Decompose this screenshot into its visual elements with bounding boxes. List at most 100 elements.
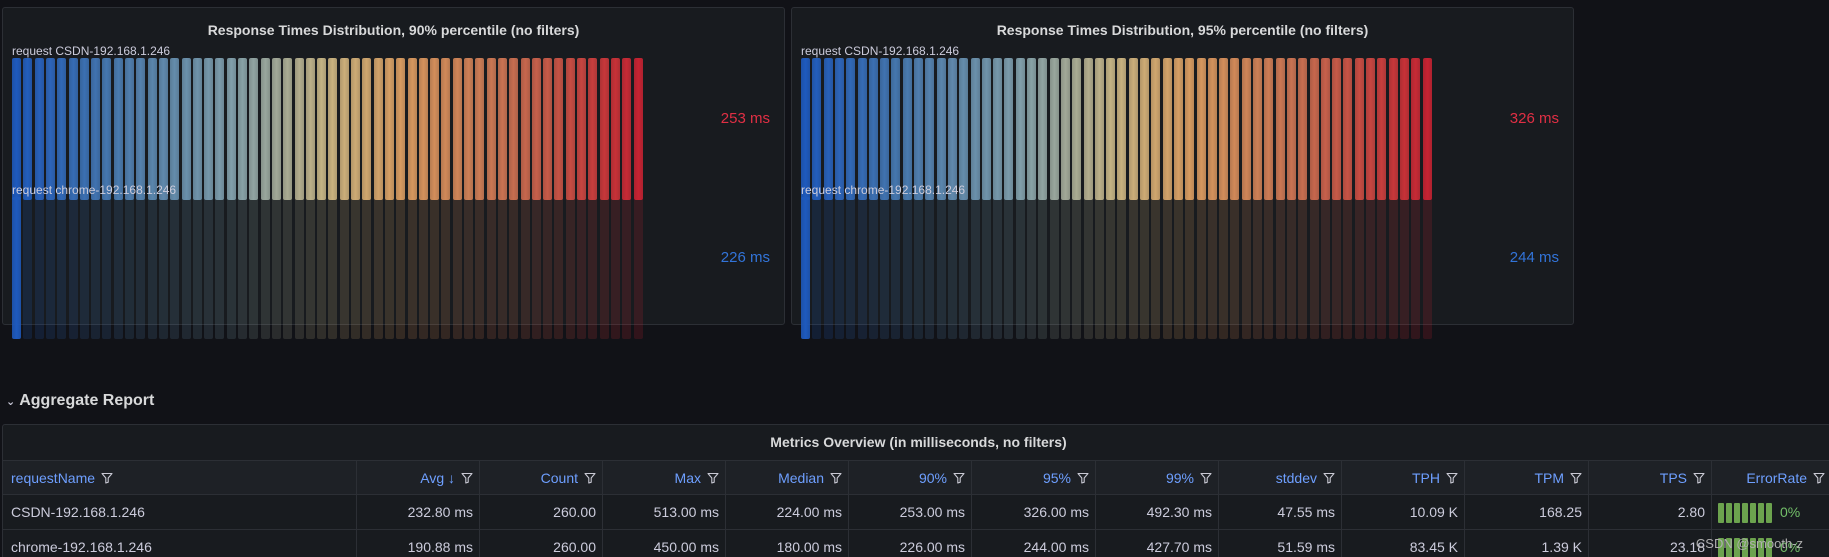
- gauge-cell: [1128, 58, 1138, 200]
- gauge-cell: [1196, 197, 1206, 339]
- row-toggle-aggregate-report[interactable]: ⌄ Aggregate Report: [6, 392, 154, 410]
- filter-icon[interactable]: [1564, 470, 1582, 486]
- gauge-cell: [238, 197, 247, 339]
- gauge-cell: [891, 58, 901, 200]
- column-header-tpm[interactable]: TPM: [1465, 461, 1589, 495]
- gauge-cell: [531, 197, 541, 339]
- gauge-cell: [260, 197, 270, 339]
- gauge-cell: [1060, 58, 1070, 200]
- gauge-cell: [45, 58, 55, 200]
- gauge-cell: [993, 58, 1003, 200]
- gauge-cell: [136, 58, 146, 200]
- column-header-count[interactable]: Count: [480, 461, 603, 495]
- gauge-cell: [362, 197, 372, 339]
- gauge-cell: [158, 197, 168, 339]
- filter-icon[interactable]: [1194, 470, 1212, 486]
- gauge-cell: [936, 58, 946, 200]
- gauge-cell: [1230, 197, 1240, 339]
- filter-icon[interactable]: [455, 470, 473, 486]
- gauge-cell: [959, 197, 969, 339]
- filter-icon[interactable]: [1687, 470, 1705, 486]
- table-cell: CSDN-192.168.1.246: [3, 495, 357, 529]
- gauge-cell: [464, 197, 473, 339]
- gauge-cell: [1332, 58, 1342, 200]
- gauge-cell: [351, 58, 360, 200]
- gauge-cell: [170, 197, 180, 339]
- gauge-cell: [1072, 197, 1082, 339]
- gauge-cell: [497, 58, 507, 200]
- gauge-cell: [1422, 197, 1432, 339]
- filter-icon[interactable]: [95, 470, 113, 486]
- gauge-cell: [834, 58, 844, 200]
- gauge-cell: [1083, 197, 1093, 339]
- gauge-cell: [1366, 197, 1375, 339]
- gauge-cell: [1060, 197, 1070, 339]
- filter-icon[interactable]: [701, 470, 719, 486]
- gauge-cell: [1286, 197, 1296, 339]
- column-header-errorrate[interactable]: ErrorRate: [1712, 461, 1829, 495]
- gauge-cell: [1264, 58, 1274, 200]
- gauge-cell: [1072, 58, 1082, 200]
- gauge-cell: [204, 58, 214, 200]
- gauge-cell: [947, 197, 957, 339]
- column-header-requestname[interactable]: requestName: [3, 461, 357, 495]
- gauge-cell: [509, 197, 519, 339]
- gauge-cell: [622, 58, 632, 200]
- filter-icon[interactable]: [947, 470, 965, 486]
- filter-icon[interactable]: [824, 470, 842, 486]
- column-header-label: TPH: [1412, 470, 1440, 486]
- filter-icon[interactable]: [1071, 470, 1089, 486]
- filter-icon[interactable]: [1440, 470, 1458, 486]
- gauge-cell: [880, 58, 890, 200]
- gauge-cell: [1366, 58, 1375, 200]
- column-header-max[interactable]: Max: [603, 461, 726, 495]
- metrics-table-panel: Metrics Overview (in milliseconds, no fi…: [2, 424, 1829, 557]
- gauge-cell: [1151, 197, 1161, 339]
- gauge-cell: [993, 197, 1003, 339]
- gauge-cell: [215, 58, 225, 200]
- column-header-99[interactable]: 99%: [1096, 461, 1219, 495]
- column-header-avg[interactable]: Avg ↓: [357, 461, 480, 495]
- gauge-cell: [192, 58, 202, 200]
- column-header-95[interactable]: 95%: [972, 461, 1096, 495]
- gauge-cell: [12, 58, 21, 200]
- table-cell: 450.00 ms: [603, 530, 726, 557]
- gauge-cell: [249, 58, 259, 200]
- table-cell: 47.55 ms: [1219, 495, 1342, 529]
- gauge-cell: [1275, 58, 1285, 200]
- gauge-cell: [1038, 197, 1048, 339]
- gauge-cell: [1253, 58, 1262, 200]
- gauge-cell: [925, 58, 935, 200]
- gauge-cell: [1399, 58, 1409, 200]
- gauge-cell: [812, 58, 822, 200]
- gauge-cell: [34, 197, 44, 339]
- gauge-cell: [588, 197, 598, 339]
- gauge-cell: [1377, 197, 1387, 339]
- gauge-cell: [125, 197, 134, 339]
- gauge-cell: [1354, 197, 1364, 339]
- filter-icon[interactable]: [1807, 470, 1825, 486]
- gauge-cell: [599, 58, 609, 200]
- table-cell: 0%: [1712, 495, 1829, 529]
- table-row: CSDN-192.168.1.246 232.80 ms 260.00 513.00 …: [3, 495, 1829, 530]
- gauge-cell: [520, 58, 530, 200]
- gauge-cell: [531, 58, 541, 200]
- filter-icon[interactable]: [1317, 470, 1335, 486]
- gauge-cell: [812, 197, 822, 339]
- column-header-90[interactable]: 90%: [849, 461, 972, 495]
- column-header-median[interactable]: Median: [726, 461, 849, 495]
- filter-icon[interactable]: [578, 470, 596, 486]
- gauge-cell: [23, 58, 33, 200]
- column-header-tps[interactable]: TPS: [1589, 461, 1712, 495]
- gauge-cell: [959, 58, 969, 200]
- gauge-cell: [565, 197, 575, 339]
- gauge-cell: [1230, 58, 1240, 200]
- column-header-tph[interactable]: TPH: [1342, 461, 1465, 495]
- gauge-cell: [914, 58, 923, 200]
- column-header-stddev[interactable]: stddev: [1219, 461, 1342, 495]
- table-cell: 253.00 ms: [849, 495, 972, 529]
- gauge-cell: [1173, 58, 1183, 200]
- gauge-cell: [249, 197, 259, 339]
- gauge-cell: [79, 197, 89, 339]
- gauge-cell: [1015, 197, 1025, 339]
